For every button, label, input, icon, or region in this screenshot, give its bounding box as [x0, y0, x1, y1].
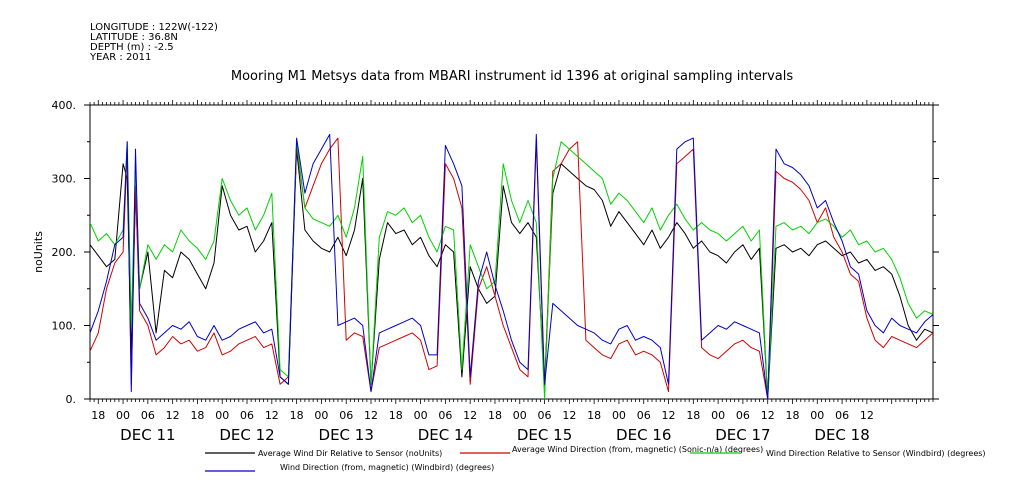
x-tick-label: 00: [414, 409, 428, 422]
x-tick-label: 00: [314, 409, 328, 422]
x-tick-label: 06: [835, 409, 849, 422]
series-line-4: [89, 133, 934, 400]
x-tick-label: 00: [711, 409, 725, 422]
x-tick-label: 06: [538, 409, 552, 422]
y-tick-label: 300.: [52, 173, 77, 186]
legend-label: Average Wind Dir Relative to Sensor (noU…: [258, 449, 442, 458]
meta-latitude: LATITUDE : 36.8N: [90, 32, 178, 43]
x-axis: 18 00 06 12 18 00 06 12 18 00 06 12 18 00 06 12 18 00 06 12…: [89, 100, 934, 444]
x-tick-label: 12: [166, 409, 180, 422]
x-tick-label: 12: [562, 409, 576, 422]
legend-label: Wind Direction Relative to Sensor (Windb…: [766, 449, 986, 458]
x-tick-label: 12: [761, 409, 775, 422]
legend: Average Wind Dir Relative to Sensor (noU…: [205, 445, 986, 472]
x-day-label: DEC 14: [418, 426, 473, 444]
x-day-label: DEC 17: [715, 426, 770, 444]
x-tick-label: 06: [438, 409, 452, 422]
x-tick-label: 00: [612, 409, 626, 422]
x-tick-label: 18: [786, 409, 800, 422]
x-tick-label: 18: [587, 409, 601, 422]
y-tick-label: 200.: [52, 246, 77, 259]
series-line-2: [89, 137, 934, 400]
x-tick-label: 00: [513, 409, 527, 422]
x-tick-label: 18: [190, 409, 204, 422]
y-tick-label: 0.: [66, 393, 77, 406]
x-tick-label: 06: [240, 409, 254, 422]
x-tick-label: 18: [290, 409, 304, 422]
x-tick-label: 00: [215, 409, 229, 422]
y-tick-label: 400.: [52, 99, 77, 112]
x-tick-label: 12: [662, 409, 676, 422]
meta-year: YEAR : 2011: [89, 52, 151, 63]
x-tick-label: 06: [637, 409, 651, 422]
y-axis: 0. 100. 200. 300. 400.: [52, 99, 939, 406]
x-day-label: DEC 18: [814, 426, 869, 444]
series-line-1: [89, 148, 934, 400]
meta-longitude: LONGITUDE : 122W(-122): [90, 22, 218, 33]
x-day-label: DEC 16: [616, 426, 671, 444]
x-tick-label: 18: [686, 409, 700, 422]
x-tick-label: 00: [810, 409, 824, 422]
x-tick-label: 18: [389, 409, 403, 422]
chart-title: Mooring M1 Metsys data from MBARI instru…: [231, 69, 793, 84]
x-tick-label: 06: [736, 409, 750, 422]
plot-frame: [89, 104, 934, 400]
legend-label: Average Wind Direction (from, magnetic) …: [512, 445, 763, 454]
series-line-3: [89, 141, 934, 400]
legend-label: Wind Direction (from, magnetic) (Windbir…: [280, 463, 494, 472]
x-tick-label: 00: [116, 409, 130, 422]
x-tick-label: 18: [488, 409, 502, 422]
plot-area: [89, 133, 934, 400]
x-day-label: DEC 11: [120, 426, 175, 444]
x-day-label: DEC 13: [319, 426, 374, 444]
x-tick-label: 12: [364, 409, 378, 422]
x-tick-label: 12: [463, 409, 477, 422]
header-meta: LONGITUDE : 122W(-122) LATITUDE : 36.8N …: [89, 22, 218, 63]
x-tick-label: 06: [339, 409, 353, 422]
y-axis-label: noUnits: [32, 231, 45, 273]
x-day-label: DEC 12: [219, 426, 274, 444]
x-tick-label: 06: [141, 409, 155, 422]
x-tick-label: 18: [91, 409, 105, 422]
y-tick-label: 100.: [52, 320, 77, 333]
x-tick-label: 12: [265, 409, 279, 422]
meta-depth: DEPTH (m) : -2.5: [90, 42, 174, 53]
x-day-label: DEC 15: [517, 426, 572, 444]
x-tick-label: 12: [860, 409, 874, 422]
